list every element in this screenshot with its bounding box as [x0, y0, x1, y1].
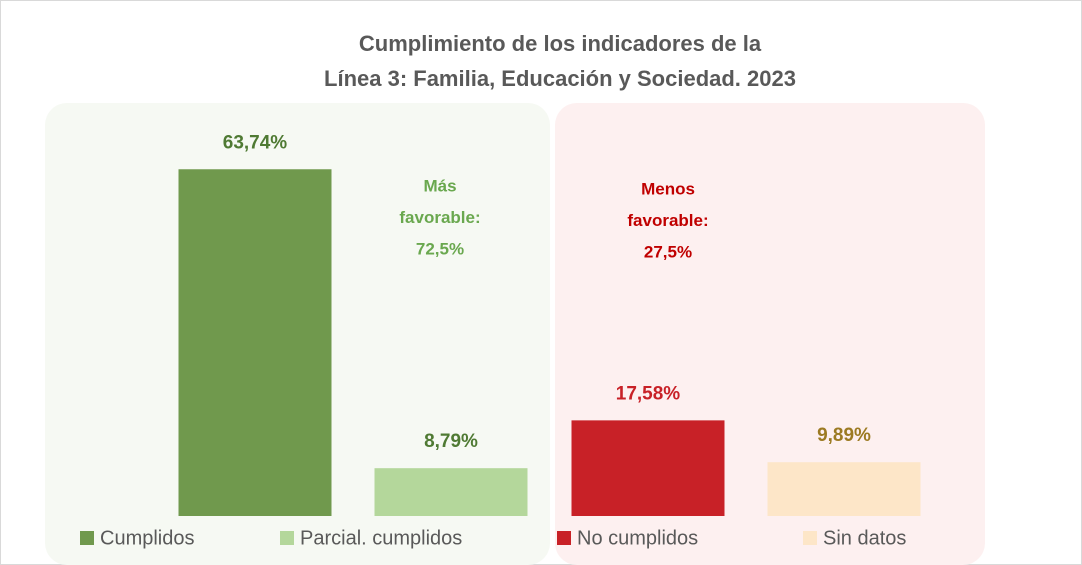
bar: [374, 468, 528, 516]
annotation: Menos: [641, 179, 695, 198]
value-label: 63,74%: [223, 132, 288, 153]
annotation: 72,5%: [416, 239, 464, 258]
bar: [767, 462, 921, 516]
bar: [571, 420, 725, 516]
chart-title: Cumplimiento de los indicadores de la: [359, 31, 762, 56]
value-label: 17,58%: [616, 383, 681, 404]
legend-label: Parcial. cumplidos: [300, 527, 462, 549]
legend-swatch: [80, 531, 94, 545]
chart-title: Línea 3: Familia, Educación y Sociedad. …: [324, 66, 796, 91]
annotation: favorable:: [627, 211, 708, 230]
value-label: 9,89%: [817, 425, 871, 446]
value-label: 8,79%: [424, 431, 478, 452]
legend-swatch: [803, 531, 817, 545]
legend-label: Cumplidos: [100, 527, 194, 549]
annotation: Más: [423, 176, 456, 195]
annotation: favorable:: [399, 208, 480, 227]
bar: [178, 169, 332, 516]
annotation: 27,5%: [644, 242, 692, 261]
legend-swatch: [557, 531, 571, 545]
legend-label: Sin datos: [823, 527, 906, 549]
legend-label: No cumplidos: [577, 527, 698, 549]
legend-swatch: [280, 531, 294, 545]
